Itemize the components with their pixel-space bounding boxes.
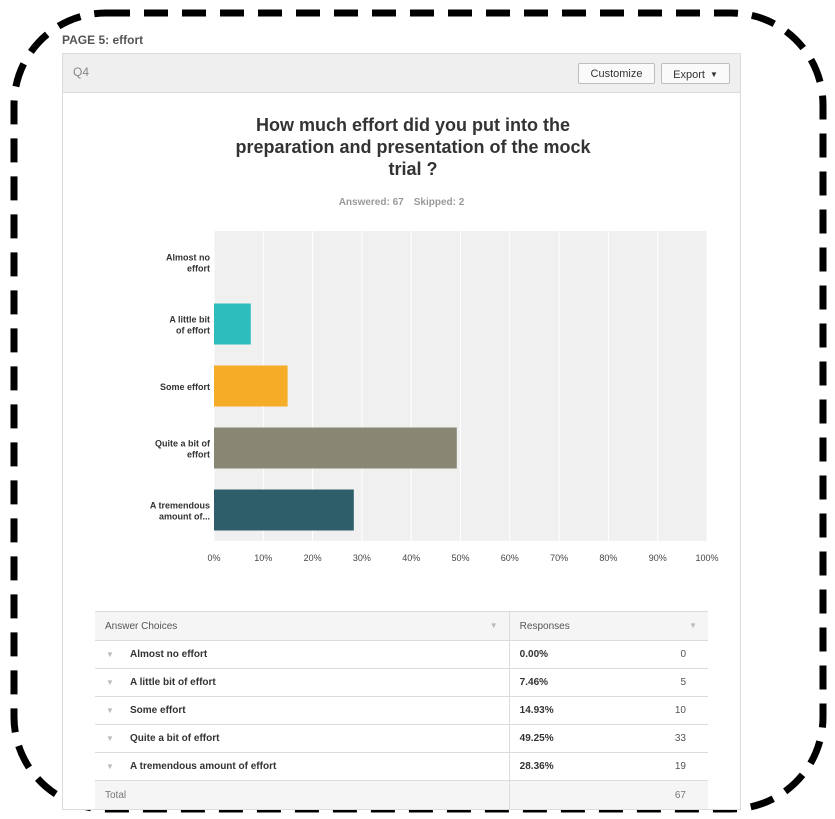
percent-cell: 14.93%	[508, 696, 631, 725]
tick-label: 10%	[254, 553, 272, 563]
tick-label: 40%	[402, 553, 420, 563]
category-label: amount of...	[159, 512, 210, 522]
question-title-line: preparation and presentation of the mock	[235, 137, 591, 157]
customize-button[interactable]: Customize	[578, 63, 655, 84]
export-button[interactable]: Export ▼	[661, 63, 730, 84]
table-row: ▼ Quite a bit of effort 49.25% 33	[95, 724, 708, 753]
tick-label: 70%	[550, 553, 568, 563]
category-label: A tremendous	[150, 501, 210, 511]
caret-down-icon[interactable]: ▼	[106, 678, 114, 687]
category-label: of effort	[176, 326, 210, 336]
caret-down-icon[interactable]: ▼	[106, 650, 114, 659]
caret-down-icon[interactable]: ▼	[106, 734, 114, 743]
total-count: 67	[630, 780, 708, 809]
customize-label: Customize	[590, 68, 643, 80]
category-label: A little bit	[169, 315, 210, 325]
answer-choices-header[interactable]: Answer Choices ▼	[95, 611, 510, 641]
total-spacer	[508, 780, 631, 809]
table-header-row: Answer Choices ▼ Responses ▼	[95, 611, 708, 641]
export-label: Export	[673, 69, 705, 81]
count-cell: 5	[630, 668, 708, 697]
page-label: PAGE 5: effort	[62, 33, 144, 47]
total-label: Total	[95, 780, 510, 809]
choice-label: Almost no effort	[130, 649, 208, 660]
question-header: Q4 Customize Export ▼	[63, 54, 740, 93]
caret-down-icon[interactable]: ▼	[106, 762, 114, 771]
tick-label: 80%	[599, 553, 617, 563]
category-label: Quite a bit of	[155, 439, 211, 449]
category-label: effort	[187, 264, 210, 274]
count-cell: 19	[630, 752, 708, 781]
answer-choices-header-label: Answer Choices	[105, 620, 178, 632]
percent-cell: 28.36%	[508, 752, 631, 781]
tick-label: 0%	[207, 553, 220, 563]
responses-header[interactable]: Responses ▼	[508, 611, 708, 641]
responses-header-label: Responses	[519, 620, 570, 632]
bar	[214, 303, 251, 345]
bar	[214, 489, 354, 531]
table-row: ▼ A little bit of effort 7.46% 5	[95, 668, 708, 697]
answered-count: Answered: 67	[338, 197, 404, 208]
skipped-count: Skipped: 2	[413, 197, 465, 208]
choice-label: A tremendous amount of effort	[130, 761, 277, 772]
question-title-line: trial ?	[388, 159, 438, 179]
tick-label: 20%	[304, 553, 322, 563]
percent-cell: 0.00%	[508, 640, 631, 669]
caret-down-icon[interactable]: ▼	[106, 706, 114, 715]
count-cell: 33	[630, 724, 708, 753]
responses-table: Answer Choices ▼ Responses ▼ ▼ Almost no ef…	[95, 611, 708, 809]
question-panel: Q4 Customize Export ▼ How much effort did…	[62, 53, 741, 810]
table-row: ▼ A tremendous amount of effort 28.36% 19	[95, 752, 708, 781]
question-id: Q4	[73, 65, 90, 79]
question-title: How much effort did you put into the pre…	[183, 114, 643, 180]
chevron-down-icon: ▼	[709, 70, 718, 79]
choice-cell: ▼ A little bit of effort	[95, 668, 510, 697]
tick-label: 60%	[501, 553, 519, 563]
table-row: ▼ Almost no effort 0.00% 0	[95, 640, 708, 669]
choice-label: A little bit of effort	[130, 677, 216, 688]
tick-label: 30%	[353, 553, 371, 563]
category-label: Almost no	[166, 253, 211, 263]
bar	[214, 427, 457, 469]
count-cell: 0	[630, 640, 708, 669]
tick-label: 50%	[451, 553, 469, 563]
response-stats: Answered: 67 Skipped: 2	[63, 197, 740, 208]
question-title-line: How much effort did you put into the	[256, 115, 570, 135]
sort-down-icon: ▼	[689, 620, 697, 630]
table-total-row: Total 67	[95, 780, 708, 809]
count-cell: 10	[630, 696, 708, 725]
choice-cell: ▼ Almost no effort	[95, 640, 510, 669]
choice-label: Some effort	[130, 705, 186, 716]
percent-cell: 49.25%	[508, 724, 631, 753]
sort-down-icon: ▼	[489, 620, 498, 630]
category-label: Some effort	[160, 382, 210, 392]
choice-cell: ▼ Quite a bit of effort	[95, 724, 510, 753]
percent-cell: 7.46%	[508, 668, 631, 697]
category-label: effort	[187, 450, 210, 460]
choice-label: Quite a bit of effort	[130, 733, 220, 744]
table-row: ▼ Some effort 14.93% 10	[95, 696, 708, 725]
choice-cell: ▼ A tremendous amount of effort	[95, 752, 510, 781]
choice-cell: ▼ Some effort	[95, 696, 510, 725]
bar	[214, 365, 288, 407]
tick-label: 100%	[695, 553, 718, 563]
tick-label: 90%	[649, 553, 667, 563]
